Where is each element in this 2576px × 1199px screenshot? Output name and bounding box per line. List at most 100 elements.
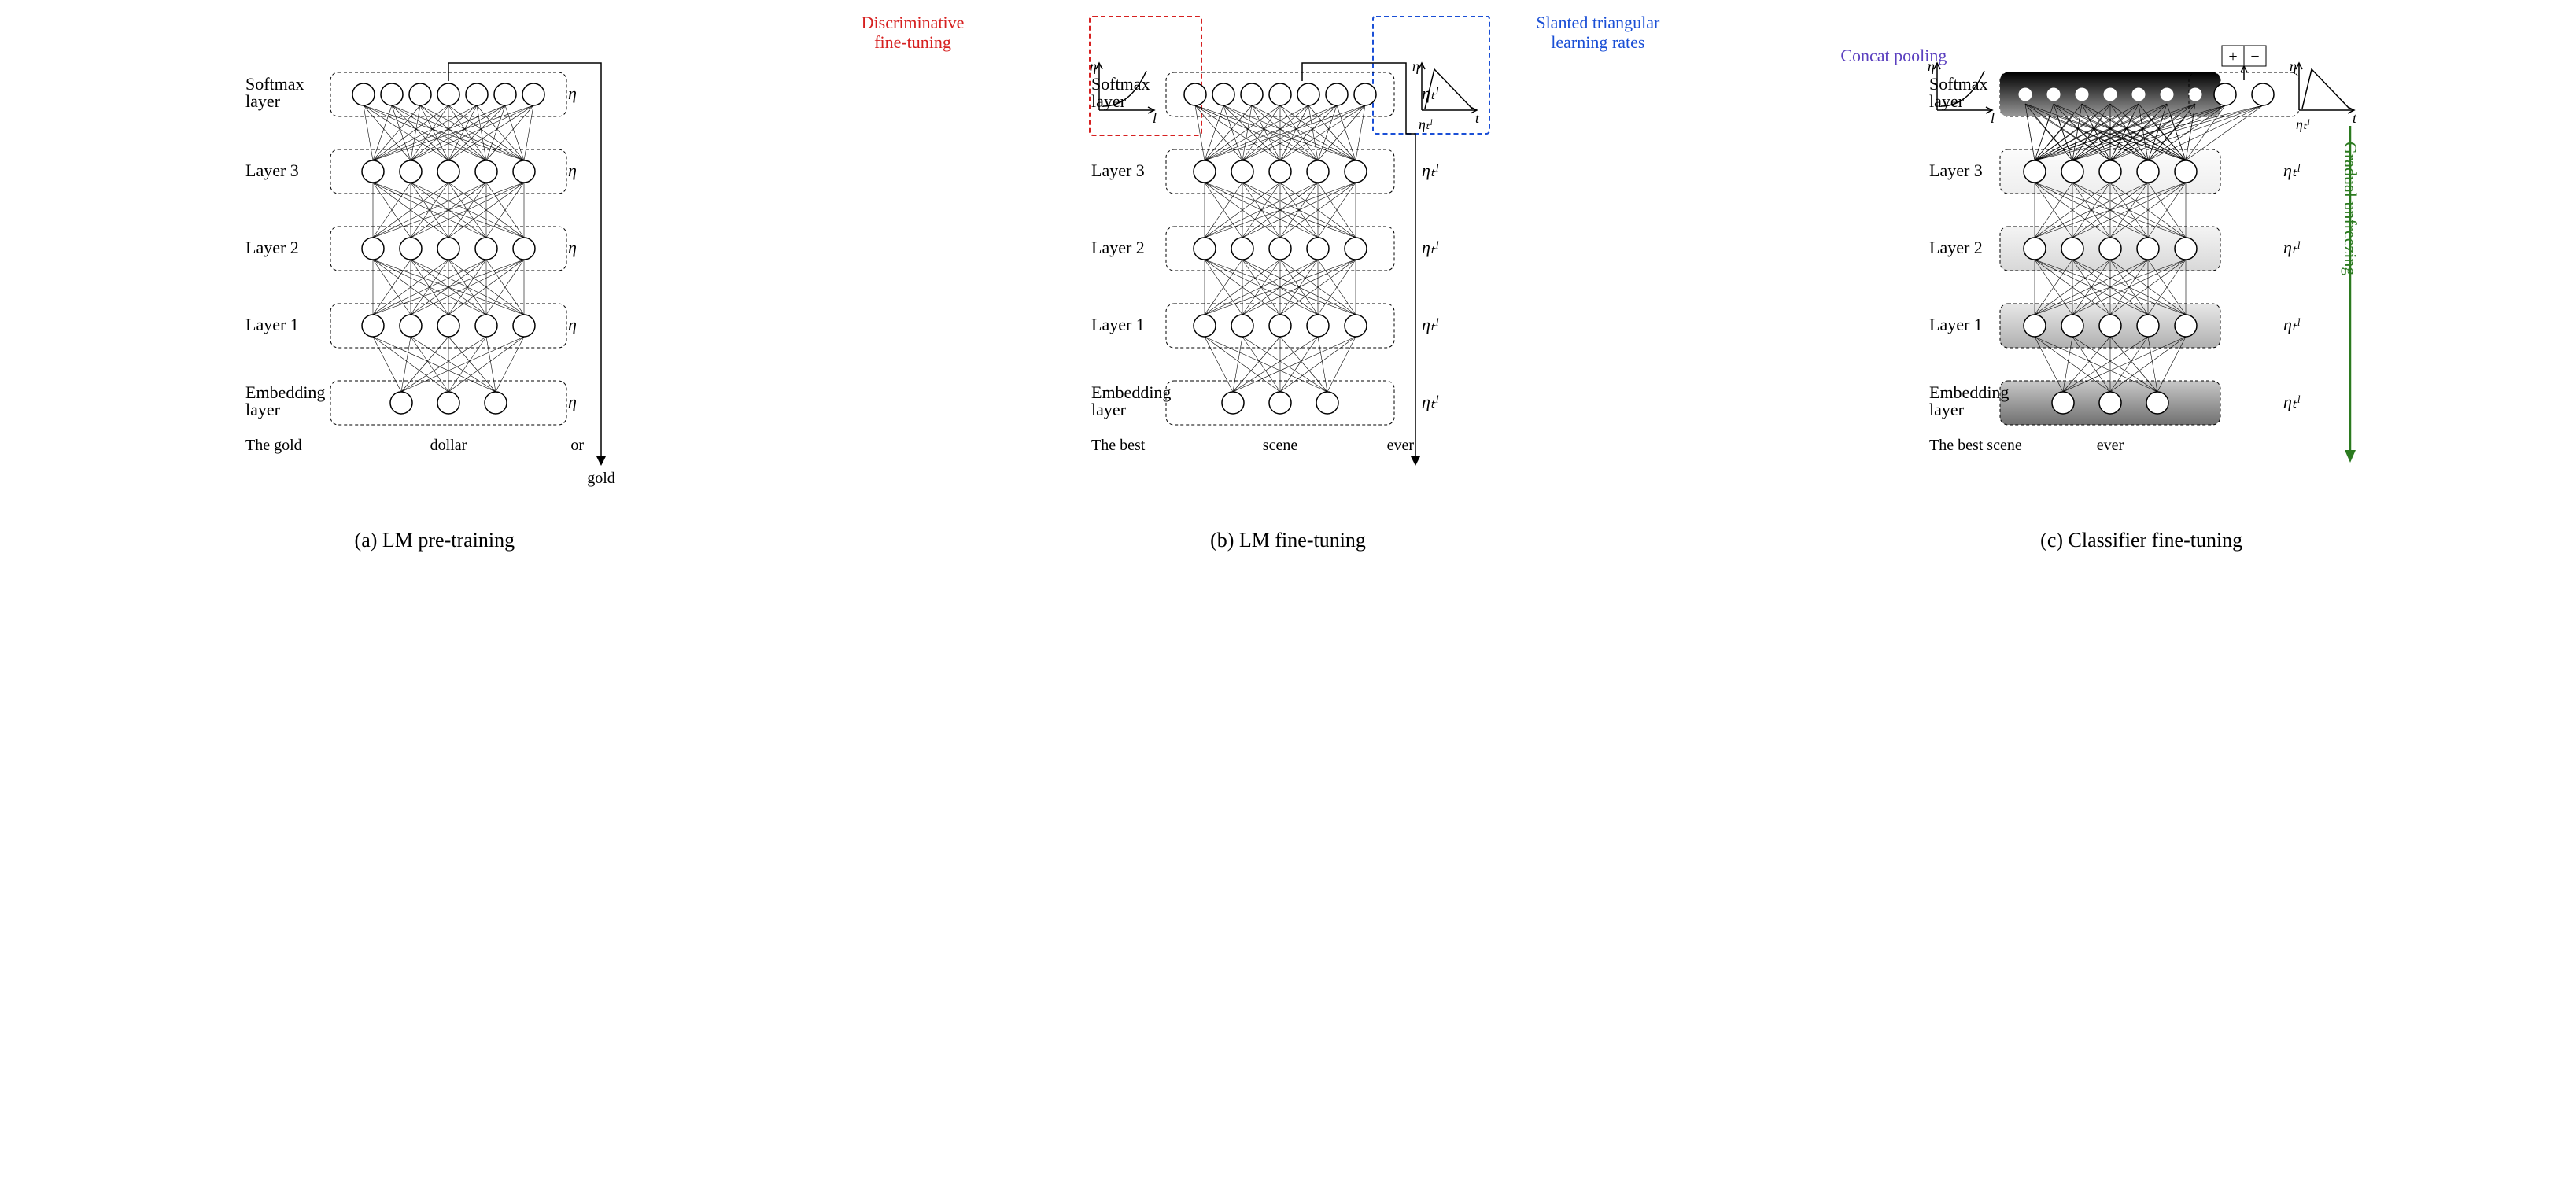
lr-label: η — [568, 392, 577, 411]
panel-c-svg: η l η t ηₜˡ + − Gr — [1914, 16, 2370, 519]
nn-node — [2137, 315, 2159, 337]
nn-node — [2099, 160, 2121, 183]
nn-node — [1307, 315, 1329, 337]
token-center: dollar — [430, 437, 467, 454]
nn-node — [2175, 315, 2197, 337]
nn-node — [1307, 238, 1329, 260]
nn-node — [1269, 83, 1291, 105]
nn-node — [1269, 160, 1291, 183]
panel-c: Concat pooling η l η t ηₜˡ + — [1722, 16, 2560, 552]
nn-node — [362, 315, 384, 337]
lr-label: ηₜˡ — [1422, 83, 1438, 103]
svg-text:ηₜˡ: ηₜˡ — [1419, 116, 1433, 132]
svg-text:η: η — [1090, 58, 1097, 74]
nn-node — [1194, 315, 1216, 337]
layer-label: Layer 3 — [1929, 160, 1983, 180]
nn-node — [2099, 315, 2121, 337]
nn-node — [437, 392, 459, 414]
lr-label: ηₜˡ — [1422, 238, 1438, 257]
lr-label: ηₜˡ — [1422, 160, 1438, 180]
output-arrowhead-b — [1411, 456, 1420, 466]
layer-label: Layer 2 — [1091, 238, 1145, 257]
nn-node — [1345, 160, 1367, 183]
classifier-node — [2252, 83, 2274, 105]
lr-label: ηₜˡ — [2283, 315, 2300, 334]
layer-label: Layer 1 — [245, 315, 299, 334]
nn-node — [2175, 238, 2197, 260]
nn-node — [466, 83, 488, 105]
lr-label: ηₜˡ — [1422, 315, 1438, 334]
nn-node — [1231, 238, 1253, 260]
panel-a-svg: SoftmaxlayerηLayer 3ηLayer 2ηLayer 1ηEmb… — [238, 16, 631, 519]
layer-label: Layer 3 — [1091, 160, 1145, 180]
layer-label: Embeddinglayer — [245, 382, 325, 419]
layer-label: Embeddinglayer — [1091, 382, 1171, 419]
annotation-discriminative: Discriminativefine-tuning — [862, 13, 965, 53]
nn-node — [2061, 238, 2083, 260]
annotation-slanted: Slanted triangularlearning rates — [1536, 13, 1659, 53]
nn-node — [362, 238, 384, 260]
output-arrowhead-a — [596, 456, 606, 466]
svg-text:ηₜˡ: ηₜˡ — [2296, 116, 2310, 132]
svg-text:η: η — [1412, 58, 1419, 74]
layer-label: Layer 1 — [1091, 315, 1145, 334]
mini-plot-c-right: η t ηₜˡ — [2290, 58, 2357, 132]
token-left: The gold — [245, 437, 302, 454]
nn-node — [475, 238, 497, 260]
annotation-concat: Concat pooling — [1840, 46, 1947, 65]
nn-node — [2052, 392, 2074, 414]
svg-text:l: l — [1991, 110, 1995, 126]
layer-label: Layer 1 — [1929, 315, 1983, 334]
nn-node — [2061, 315, 2083, 337]
nn-node — [1307, 160, 1329, 183]
layer-label: Softmaxlayer — [1929, 74, 1988, 111]
panel-a: SoftmaxlayerηLayer 3ηLayer 2ηLayer 1ηEmb… — [16, 16, 854, 552]
svg-text:l: l — [1153, 110, 1157, 126]
token-center: scene — [1263, 437, 1298, 454]
figure-row: SoftmaxlayerηLayer 3ηLayer 2ηLayer 1ηEmb… — [16, 16, 2560, 552]
nn-node — [1194, 160, 1216, 183]
layer-label: Layer 2 — [245, 238, 299, 257]
nn-node — [1326, 83, 1348, 105]
nn-node — [437, 160, 459, 183]
output-boxes: + − — [2222, 46, 2266, 80]
output-token-a: gold — [588, 470, 616, 487]
concat-node — [2189, 88, 2201, 101]
nn-node — [513, 315, 535, 337]
gradual-unfreezing-arrow: Gradual unfreezing — [2341, 126, 2360, 463]
panel-b-svg: η l η t ηₜˡ SoftmaxlayerηₜˡLayer 3ηₜˡLay… — [1076, 16, 1500, 519]
token-left: The best scene — [1929, 437, 2022, 454]
nn-node — [400, 160, 422, 183]
concat-node — [2047, 88, 2060, 101]
layer-label: Layer 3 — [245, 160, 299, 180]
nn-node — [437, 83, 459, 105]
nn-node — [2137, 238, 2159, 260]
nn-node — [1184, 83, 1206, 105]
concat-node — [2104, 88, 2117, 101]
nn-node — [1269, 392, 1291, 414]
nn-node — [437, 238, 459, 260]
nn-node — [2024, 238, 2046, 260]
nn-node — [1345, 238, 1367, 260]
classifier-node — [2214, 83, 2236, 105]
token-left: The best — [1091, 437, 1146, 454]
lr-label: ηₜˡ — [2283, 392, 2300, 411]
caption-b: (b) LM fine-tuning — [1210, 529, 1366, 552]
nn-node — [400, 315, 422, 337]
lr-label: η — [568, 238, 577, 257]
svg-text:Gradual unfreezing: Gradual unfreezing — [2341, 142, 2360, 275]
lr-label: ηₜˡ — [2283, 238, 2300, 257]
nn-node — [2099, 392, 2121, 414]
nn-node — [1316, 392, 1338, 414]
token-center: ever — [2096, 437, 2124, 454]
nn-node — [390, 392, 412, 414]
nn-node — [1297, 83, 1319, 105]
output-arrow-a — [448, 63, 601, 463]
token-right: ever — [1387, 437, 1415, 454]
token-right: or — [571, 437, 585, 454]
nn-node — [400, 238, 422, 260]
lr-label: ηₜˡ — [2283, 160, 2300, 180]
layer-label: Softmaxlayer — [1091, 74, 1150, 111]
concat-node — [2132, 88, 2145, 101]
nn-node — [2175, 160, 2197, 183]
